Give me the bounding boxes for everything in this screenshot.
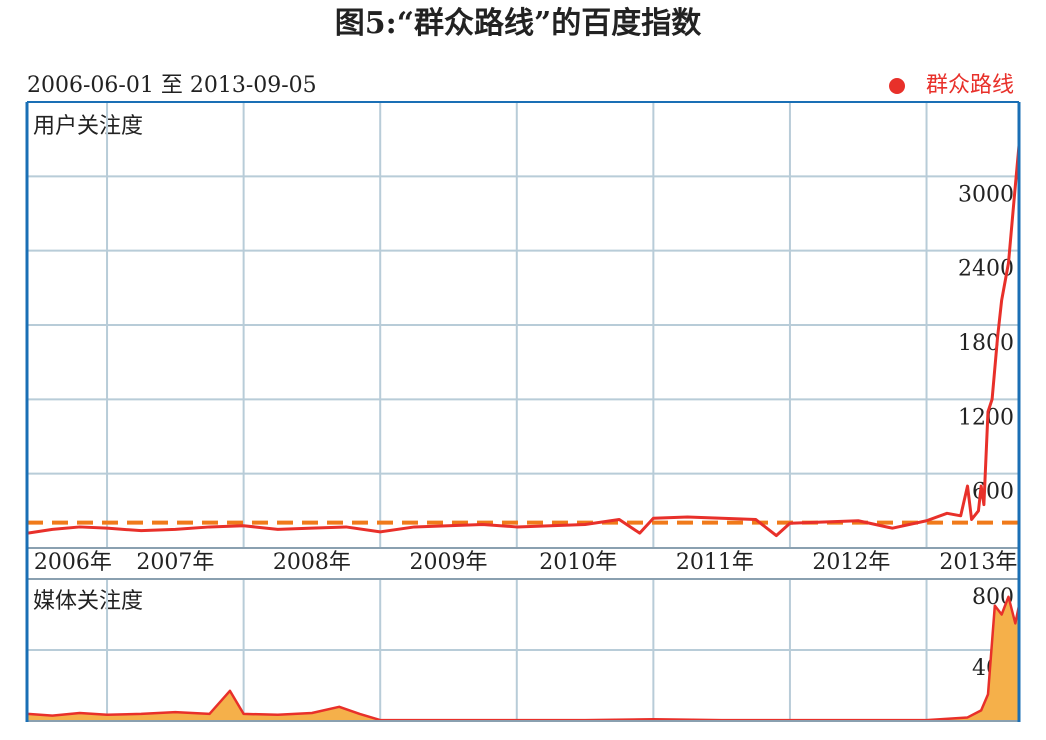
y-tick-label: 3000: [958, 182, 1014, 207]
legend-label: 群众路线: [926, 73, 1014, 98]
x-tick-label: 2009年: [409, 550, 487, 575]
x-tick-label: 2010年: [539, 550, 617, 575]
x-tick-label: 2008年: [273, 550, 351, 575]
panel-label: 用户关注度: [33, 114, 143, 139]
chart-subtitle: 2006-06-01 至 2013-09-05: [27, 73, 317, 98]
x-tick-label: 2012年: [812, 550, 890, 575]
x-tick-label: 2011年: [676, 550, 754, 575]
x-tick-label: 2006年: [34, 550, 112, 575]
data-line: [27, 595, 1021, 722]
y-tick-label: 1800: [958, 331, 1014, 356]
x-tick-label: 2013年: [939, 550, 1017, 575]
legend-marker: [889, 78, 905, 94]
data-line: [27, 145, 1021, 538]
x-tick-label: 2007年: [136, 550, 214, 575]
data-area: [27, 596, 1019, 721]
chart-title: 图5:“群众路线”的百度指数: [335, 6, 702, 41]
panel-label: 媒体关注度: [33, 589, 143, 614]
